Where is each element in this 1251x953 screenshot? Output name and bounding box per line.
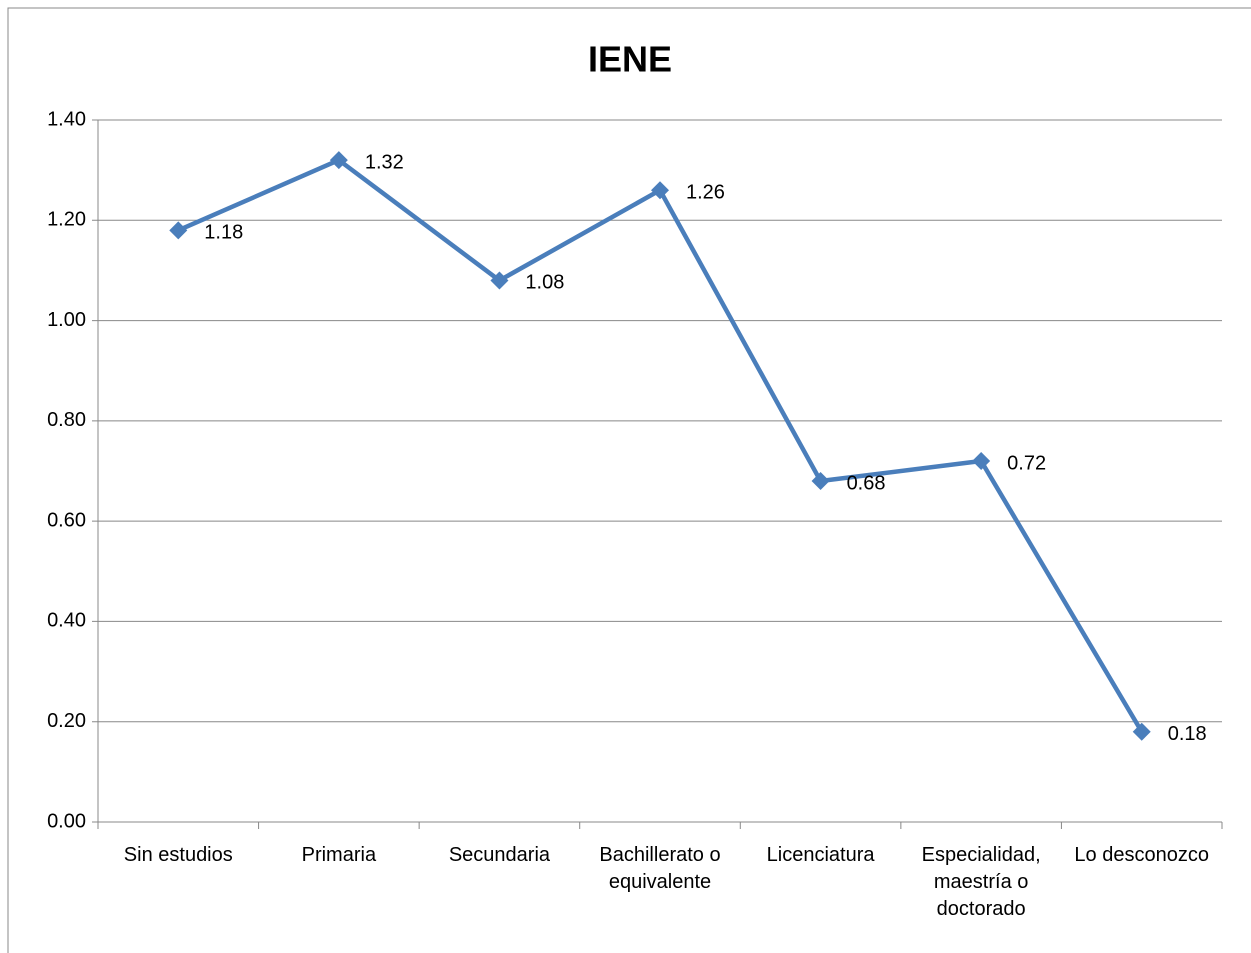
data-label: 1.08 bbox=[525, 272, 564, 294]
y-tick-label: 0.40 bbox=[47, 610, 86, 632]
x-tick-label: Licenciatura bbox=[766, 844, 875, 866]
y-tick-label: 0.20 bbox=[47, 710, 86, 732]
y-tick-label: 0.00 bbox=[47, 810, 86, 832]
chart-border bbox=[7, 7, 1251, 953]
x-tick-label: Sin estudios bbox=[123, 844, 233, 866]
data-label: 1.32 bbox=[365, 151, 404, 173]
data-label: 1.18 bbox=[204, 222, 243, 244]
marker bbox=[490, 271, 509, 290]
y-tick-label: 0.60 bbox=[47, 509, 86, 531]
marker bbox=[972, 451, 991, 470]
x-tick-label: Lo desconozco bbox=[1074, 844, 1209, 866]
x-tick-label: Bachillerato o equivalente bbox=[599, 844, 721, 893]
y-tick-label: 1.40 bbox=[47, 108, 86, 130]
y-tick-label: 1.20 bbox=[47, 209, 86, 231]
marker bbox=[329, 151, 348, 170]
data-label: 0.72 bbox=[1007, 452, 1046, 474]
x-tick-label: Especialidad, maestría o doctorado bbox=[921, 844, 1041, 920]
x-tick-label: Secundaria bbox=[448, 844, 551, 866]
y-tick-label: 0.80 bbox=[47, 409, 86, 431]
marker bbox=[811, 472, 830, 491]
chart-title: IENE bbox=[588, 39, 672, 80]
marker bbox=[169, 221, 188, 240]
marker bbox=[1132, 722, 1151, 741]
data-label: 0.18 bbox=[1168, 723, 1207, 745]
marker bbox=[651, 181, 669, 200]
x-tick-label: Primaria bbox=[301, 844, 377, 866]
data-label: 0.68 bbox=[847, 472, 886, 494]
data-label: 1.26 bbox=[686, 181, 725, 203]
y-tick-label: 1.00 bbox=[47, 309, 86, 331]
